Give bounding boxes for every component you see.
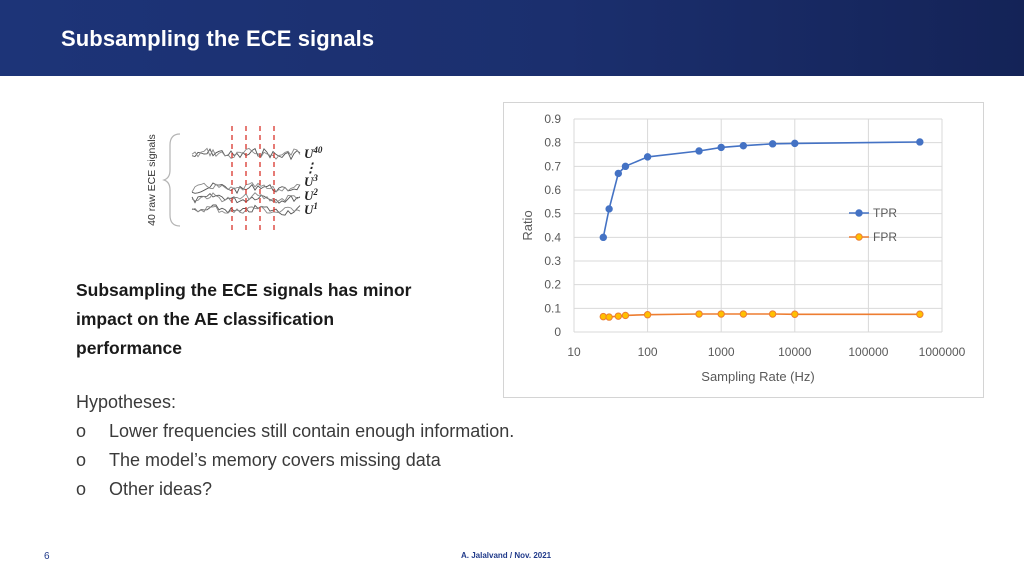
series-fpr — [599, 310, 924, 321]
fpr-point — [768, 310, 777, 318]
x-tick-label: 10000 — [778, 345, 812, 359]
y-tick-label: 0.3 — [544, 254, 561, 268]
tpr-point — [695, 147, 703, 155]
series-tpr — [599, 138, 924, 242]
slide-title: Subsampling the ECE signals — [61, 26, 375, 51]
fpr-point — [643, 311, 652, 319]
x-tick-label: 1000 — [708, 345, 735, 359]
bullet-icon: o — [76, 421, 87, 441]
title-bar: Subsampling the ECE signals — [0, 0, 1024, 76]
fpr-point — [605, 313, 613, 321]
tpr-point — [739, 142, 748, 150]
tpr-point — [614, 169, 623, 178]
hypotheses-heading: Hypotheses: — [76, 392, 177, 412]
signal-label: U3 — [304, 173, 318, 189]
legend-label-tpr: TPR — [873, 206, 897, 220]
fpr-point — [739, 310, 748, 318]
tpr-point — [599, 233, 607, 242]
y-tick-label: 0.1 — [544, 301, 561, 315]
x-tick-label: 1000000 — [919, 345, 966, 359]
fpr-point — [791, 310, 799, 318]
fpr-point — [916, 310, 924, 318]
summary-line: performance — [76, 338, 183, 358]
sampling-markers — [231, 126, 275, 232]
fpr-point — [695, 310, 703, 318]
footer-text: A. Jalalvand / Nov. 2021 — [461, 551, 552, 560]
y-tick-label: 0.6 — [544, 183, 561, 197]
diagram-side-label: 40 raw ECE signals — [146, 134, 158, 226]
signals-brace — [162, 133, 181, 227]
chart-container: 0 0.1 0.2 0.3 0.4 0.5 0.6 0.7 0.8 0.9 10 100 1000 100… — [503, 102, 984, 398]
y-tick-label: 0.9 — [544, 112, 561, 126]
y-tick-label: 0.4 — [544, 230, 561, 244]
signal-label: U2 — [304, 187, 318, 203]
bullet-icon: o — [76, 450, 87, 470]
tpr-point — [717, 143, 725, 152]
tpr-point — [791, 139, 799, 148]
hypothesis-text: Lower frequencies still contain enough i… — [109, 421, 515, 441]
tpr-point — [916, 138, 924, 146]
signal-label: ⋮ — [304, 160, 317, 175]
hypothesis-text: The model’s memory covers missing data — [109, 450, 441, 470]
list-item: o Other ideas? — [76, 475, 514, 504]
summary-line: impact on the AE classification — [76, 309, 335, 329]
y-tick-label: 0.5 — [544, 207, 561, 221]
summary-text: Subsampling the ECE signals has minor im… — [76, 276, 496, 363]
y-tick-label: 0.2 — [544, 278, 561, 292]
list-item: o The model’s memory covers missing data — [76, 446, 514, 475]
legend: TPR FPR — [849, 206, 897, 244]
fpr-point — [717, 310, 725, 318]
fpr-point — [614, 312, 623, 320]
legend-marker-fpr — [855, 233, 863, 241]
signal-trace — [191, 147, 301, 160]
y-axis-label: Ratio — [520, 210, 535, 240]
tpr-point — [605, 205, 613, 213]
signal-label: U40 — [304, 145, 323, 161]
ratio-vs-sampling-rate-chart: 0 0.1 0.2 0.3 0.4 0.5 0.6 0.7 0.8 0.9 10 100 1000 100… — [520, 112, 966, 384]
page-number: 6 — [44, 551, 50, 562]
tpr-point — [643, 153, 652, 161]
list-item: o Lower frequencies still contain enough… — [76, 417, 514, 446]
bullet-icon: o — [76, 479, 87, 499]
fpr-point — [621, 311, 630, 320]
hypotheses-list: Hypotheses: o Lower frequencies still co… — [76, 388, 514, 504]
x-tick-label: 100 — [638, 345, 658, 359]
x-tick-label: 10 — [567, 345, 581, 359]
legend-label-fpr: FPR — [873, 230, 897, 244]
legend-marker-tpr — [855, 209, 863, 217]
gridlines — [573, 118, 943, 333]
x-tick-label: 100000 — [848, 345, 888, 359]
y-tick-label: 0 — [554, 325, 561, 339]
x-axis-label: Sampling Rate (Hz) — [701, 369, 814, 384]
y-tick-label: 0.8 — [544, 136, 561, 150]
tpr-point — [621, 162, 630, 171]
summary-line: Subsampling the ECE signals has minor — [76, 280, 412, 300]
signal-label: U1 — [304, 201, 318, 217]
hypothesis-text: Other ideas? — [109, 479, 213, 499]
y-tick-label: 0.7 — [544, 159, 561, 173]
tpr-point — [768, 140, 777, 148]
